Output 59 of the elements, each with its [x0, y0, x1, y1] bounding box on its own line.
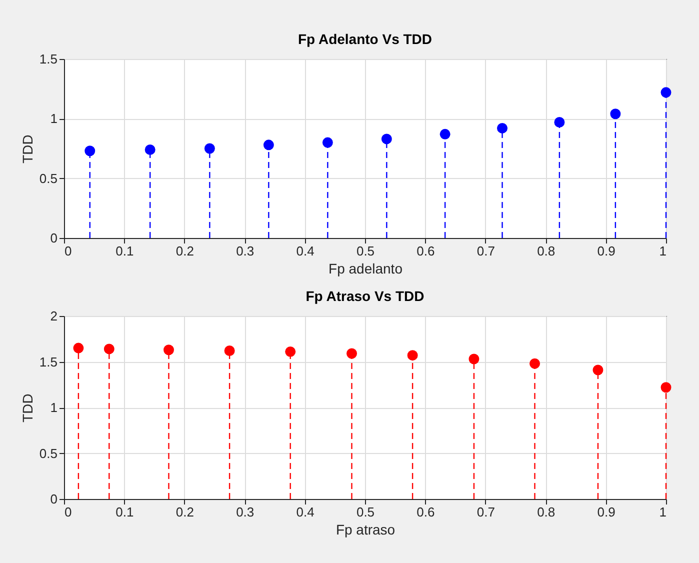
point	[84, 146, 96, 156]
x-tick-label: 0.2	[176, 504, 194, 520]
x-tick-label: 0.5	[356, 244, 375, 258]
x-tick-label: 0.3	[236, 244, 254, 258]
y-tick-label: 2	[50, 308, 58, 324]
x-tick-label: 0.8	[537, 244, 556, 258]
point	[530, 358, 540, 369]
point	[346, 348, 357, 359]
y-tick-label: 1	[50, 400, 58, 415]
x-tick-label: 0.4	[296, 244, 314, 258]
x-tick-label: 0.6	[416, 244, 435, 258]
point	[322, 137, 333, 148]
x-tick-label: 0.7	[476, 504, 495, 520]
point	[104, 344, 114, 354]
x-axis-title: Fp atraso	[336, 522, 396, 538]
point	[407, 350, 418, 361]
point	[164, 344, 174, 356]
point	[144, 144, 156, 155]
y-tick-label: 0	[50, 230, 58, 246]
x-tick-label: 1	[659, 244, 666, 258]
x-tick-label: 0	[64, 504, 72, 520]
x-tick-label: 1	[659, 504, 666, 520]
x-tick-label: 0.1	[116, 244, 134, 258]
point	[263, 140, 274, 150]
point	[497, 122, 508, 134]
x-tick-label: 0.3	[236, 504, 254, 520]
point	[610, 108, 621, 120]
point	[660, 382, 672, 393]
x-tick-label: 0.2	[176, 244, 194, 258]
x-tick-label: 0	[64, 244, 72, 258]
x-tick-label: 0.5	[356, 504, 375, 520]
chart-title: Fp Atraso Vs TDD	[306, 288, 424, 304]
point	[73, 342, 84, 354]
point	[204, 143, 215, 154]
point	[285, 346, 296, 357]
chart-title: Fp Adelanto Vs TDD	[298, 31, 432, 47]
y-tick-label: 1	[50, 111, 58, 126]
point	[468, 354, 480, 364]
y-axis-title: TDD	[19, 394, 36, 422]
x-tick-label: 0.9	[597, 244, 616, 258]
point	[381, 134, 392, 144]
point	[440, 128, 450, 140]
point	[660, 87, 672, 98]
point	[554, 117, 565, 128]
y-axis-title: TDD	[19, 134, 36, 164]
x-tick-label: 0.7	[476, 244, 495, 258]
point	[224, 346, 235, 356]
x-tick-label: 0.6	[416, 504, 435, 520]
y-tick-label: 1.5	[39, 354, 58, 370]
y-tick-label: 0.5	[39, 170, 58, 186]
y-tick-label: 0	[50, 492, 58, 506]
x-axis-title: Fp adelanto	[328, 260, 403, 276]
x-tick-label: 0.9	[597, 504, 616, 520]
x-tick-label: 0.1	[116, 504, 134, 520]
x-tick-label: 0.4	[296, 504, 314, 520]
x-tick-label: 0.8	[537, 504, 556, 520]
point	[592, 364, 604, 376]
y-tick-label: 0.5	[39, 446, 58, 461]
y-tick-label: 1.5	[39, 52, 58, 66]
